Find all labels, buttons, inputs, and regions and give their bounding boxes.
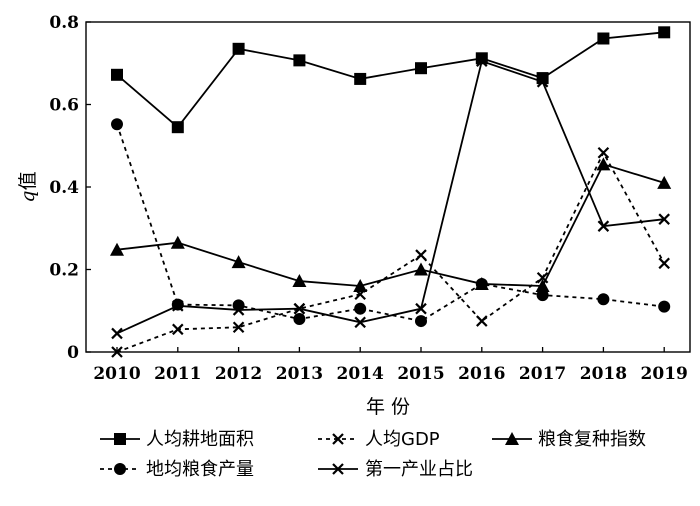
data-point <box>232 321 245 334</box>
x-tick-label: 2014 <box>337 364 384 384</box>
series-line <box>116 150 665 353</box>
series-4 <box>111 55 670 340</box>
data-point <box>293 313 306 325</box>
series-3 <box>111 118 671 328</box>
y-axis-title-rest: 值 <box>17 171 39 190</box>
x-axis-title: 年 份 <box>366 396 410 418</box>
legend-item: 第一产业占比 <box>318 459 473 480</box>
data-point <box>110 242 124 256</box>
data-point <box>111 68 123 81</box>
x-tick-label: 2011 <box>154 364 201 384</box>
data-point <box>657 175 672 189</box>
data-point <box>658 213 670 225</box>
series-0 <box>111 26 671 134</box>
data-point <box>172 300 184 312</box>
data-point <box>111 118 123 131</box>
data-point <box>658 26 671 39</box>
data-point <box>415 315 427 328</box>
data-point <box>597 220 610 232</box>
data-point <box>353 279 368 292</box>
data-point <box>292 274 307 288</box>
legend-item: 人均GDP <box>318 429 440 450</box>
data-point <box>535 279 550 292</box>
data-point <box>232 304 245 316</box>
data-point <box>596 157 611 171</box>
x-tick-label: 2019 <box>641 364 688 384</box>
series-line <box>116 163 665 287</box>
svg-text:q值: q值 <box>17 171 39 202</box>
data-point <box>597 293 610 306</box>
legend-item: 地均粮食产量 <box>100 459 254 480</box>
legend-marker <box>332 463 344 475</box>
data-point <box>231 255 246 269</box>
x-axis: 2010 2011 2012 2013 2014 2015 2016 2017 2018 2019 <box>93 347 688 384</box>
x-tick-label: 2010 <box>93 364 140 384</box>
x-tick-label: 2013 <box>276 364 323 384</box>
y-tick-label: 0.6 <box>49 96 79 116</box>
data-point <box>111 327 123 340</box>
data-point <box>293 54 306 67</box>
legend-marker <box>332 433 344 445</box>
series-1 <box>111 146 670 358</box>
x-tick-label: 2016 <box>458 364 505 384</box>
data-point <box>414 262 428 276</box>
legend-label: 粮食复种指数 <box>538 429 646 450</box>
data-point <box>536 289 549 302</box>
x-tick-label: 2012 <box>215 364 262 384</box>
data-point <box>354 316 366 329</box>
data-point <box>232 42 245 55</box>
legend-label: 人均耕地面积 <box>146 429 254 450</box>
legend-label: 地均粮食产量 <box>146 459 254 480</box>
series-line <box>116 60 665 335</box>
data-point <box>536 76 549 88</box>
data-point <box>293 302 306 315</box>
data-point <box>354 302 367 315</box>
data-point <box>658 257 670 270</box>
legend-item: 人均耕地面积 <box>100 429 254 450</box>
series-line <box>116 124 665 323</box>
y-tick-label: 0 <box>67 343 79 363</box>
y-axis: 0 0.2 0.4 0.6 0.8 <box>49 13 91 363</box>
data-point <box>475 277 488 290</box>
y-tick-label: 0.2 <box>49 261 79 281</box>
data-point <box>476 315 488 327</box>
data-point <box>658 300 671 313</box>
data-point <box>172 323 184 336</box>
series-2 <box>110 157 672 292</box>
x-tick-label: 2015 <box>397 364 444 384</box>
legend-item: 粮食复种指数 <box>492 429 646 450</box>
data-point <box>476 55 488 67</box>
data-point <box>354 72 367 85</box>
legend-marker <box>505 432 519 445</box>
y-axis-title-italic: q <box>17 190 39 202</box>
data-point <box>597 146 610 159</box>
data-point <box>170 235 185 249</box>
y-axis-title: q值 <box>17 171 39 202</box>
data-point <box>415 249 427 261</box>
x-tick-label: 2017 <box>519 364 566 384</box>
y-tick-label: 0.4 <box>49 178 79 198</box>
data-point <box>597 32 610 45</box>
series-line <box>116 31 665 129</box>
legend-marker <box>114 433 126 445</box>
x-tick-label: 2018 <box>580 364 627 384</box>
y-tick-label: 0.8 <box>49 13 79 33</box>
series-layer <box>110 26 672 358</box>
data-point <box>171 121 184 134</box>
legend-label: 第一产业占比 <box>365 459 473 480</box>
legend-label: 人均GDP <box>365 429 440 450</box>
legend-marker <box>114 463 126 475</box>
data-point <box>415 302 427 315</box>
data-point <box>415 62 427 75</box>
data-point <box>111 346 123 358</box>
